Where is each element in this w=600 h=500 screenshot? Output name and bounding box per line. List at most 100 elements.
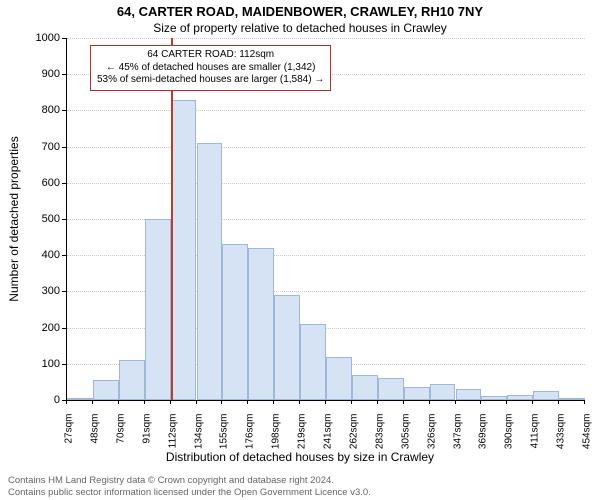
grid-line	[67, 110, 585, 111]
histogram-bar	[171, 100, 197, 400]
x-tick-label: 390sqm	[504, 414, 515, 464]
x-tick-mark	[429, 400, 430, 404]
x-tick-mark	[273, 400, 274, 404]
y-tick-label: 300	[24, 285, 60, 297]
y-tick-mark	[62, 183, 66, 184]
histogram-bar	[93, 380, 119, 400]
y-tick-label: 700	[24, 141, 60, 153]
y-tick-mark	[62, 291, 66, 292]
x-tick-label: 305sqm	[400, 414, 411, 464]
x-tick-mark	[455, 400, 456, 404]
histogram-bar	[197, 143, 223, 400]
x-tick-label: 326sqm	[426, 414, 437, 464]
x-tick-label: 219sqm	[297, 414, 308, 464]
histogram-bar	[222, 244, 248, 400]
x-tick-mark	[403, 400, 404, 404]
histogram-bar	[430, 384, 456, 400]
footer-note: Contains HM Land Registry data © Crown c…	[8, 475, 371, 498]
x-tick-label: 70sqm	[115, 414, 126, 464]
histogram-bar	[248, 248, 274, 400]
x-tick-mark	[118, 400, 119, 404]
y-tick-label: 0	[24, 394, 60, 406]
y-tick-label: 600	[24, 177, 60, 189]
x-tick-mark	[325, 400, 326, 404]
x-tick-mark	[221, 400, 222, 404]
y-tick-mark	[62, 364, 66, 365]
annotation-line: ← 45% of detached houses are smaller (1,…	[97, 62, 324, 75]
footer-line: Contains public sector information licen…	[8, 487, 371, 498]
histogram-bar	[352, 375, 378, 400]
x-tick-mark	[92, 400, 93, 404]
x-tick-mark	[377, 400, 378, 404]
y-tick-mark	[62, 38, 66, 39]
histogram-bar	[378, 378, 404, 400]
y-tick-mark	[62, 219, 66, 220]
grid-line	[67, 147, 585, 148]
x-tick-label: 283sqm	[374, 414, 385, 464]
x-tick-label: 347sqm	[452, 414, 463, 464]
plot-area	[66, 38, 585, 401]
annotation-box: 64 CARTER ROAD: 112sqm ← 45% of detached…	[90, 45, 331, 91]
x-tick-label: 134sqm	[193, 414, 204, 464]
x-tick-mark	[351, 400, 352, 404]
x-tick-mark	[144, 400, 145, 404]
x-tick-label: 241sqm	[323, 414, 334, 464]
histogram-bar	[404, 387, 430, 400]
x-tick-label: 198sqm	[271, 414, 282, 464]
x-tick-label: 155sqm	[219, 414, 230, 464]
x-tick-mark	[558, 400, 559, 404]
grid-line	[67, 183, 585, 184]
chart-subtitle: Size of property relative to detached ho…	[0, 21, 600, 35]
footer-line: Contains HM Land Registry data © Crown c…	[8, 475, 371, 486]
y-tick-label: 200	[24, 322, 60, 334]
histogram-bar	[300, 324, 326, 400]
x-tick-label: 48sqm	[89, 414, 100, 464]
x-tick-label: 262sqm	[348, 414, 359, 464]
x-tick-label: 369sqm	[478, 414, 489, 464]
y-tick-mark	[62, 110, 66, 111]
subject-marker-line	[171, 38, 173, 400]
y-tick-label: 400	[24, 249, 60, 261]
x-tick-label: 433sqm	[556, 414, 567, 464]
y-tick-mark	[62, 147, 66, 148]
histogram-bar	[119, 360, 145, 400]
x-tick-label: 27sqm	[64, 414, 75, 464]
histogram-bar	[481, 396, 507, 400]
x-tick-mark	[506, 400, 507, 404]
x-tick-mark	[170, 400, 171, 404]
x-tick-label: 112sqm	[167, 414, 178, 464]
histogram-bar	[274, 295, 300, 400]
x-tick-label: 454sqm	[582, 414, 593, 464]
histogram-bar	[145, 219, 171, 400]
histogram-bar	[456, 389, 482, 400]
x-tick-mark	[299, 400, 300, 404]
annotation-line: 64 CARTER ROAD: 112sqm	[97, 49, 324, 62]
chart-title: 64, CARTER ROAD, MAIDENBOWER, CRAWLEY, R…	[0, 4, 600, 19]
annotation-line: 53% of semi-detached houses are larger (…	[97, 74, 324, 87]
x-tick-mark	[247, 400, 248, 404]
y-tick-label: 800	[24, 104, 60, 116]
histogram-bar	[67, 398, 93, 400]
y-tick-mark	[62, 328, 66, 329]
y-axis-label: Number of detached properties	[7, 136, 21, 301]
histogram-bar	[326, 357, 352, 400]
y-tick-label: 900	[24, 68, 60, 80]
x-tick-mark	[584, 400, 585, 404]
y-tick-label: 500	[24, 213, 60, 225]
grid-line	[67, 38, 585, 39]
y-tick-mark	[62, 74, 66, 75]
x-tick-mark	[196, 400, 197, 404]
histogram-bar	[533, 391, 559, 400]
x-tick-label: 176sqm	[245, 414, 256, 464]
y-tick-mark	[62, 255, 66, 256]
x-tick-label: 411sqm	[530, 414, 541, 464]
x-tick-mark	[480, 400, 481, 404]
property-histogram-chart: 64, CARTER ROAD, MAIDENBOWER, CRAWLEY, R…	[0, 0, 600, 500]
histogram-bar	[507, 395, 533, 400]
y-tick-label: 1000	[24, 32, 60, 44]
histogram-bar	[559, 398, 585, 400]
y-tick-label: 100	[24, 358, 60, 370]
x-tick-label: 91sqm	[141, 414, 152, 464]
x-tick-mark	[66, 400, 67, 404]
x-tick-mark	[532, 400, 533, 404]
